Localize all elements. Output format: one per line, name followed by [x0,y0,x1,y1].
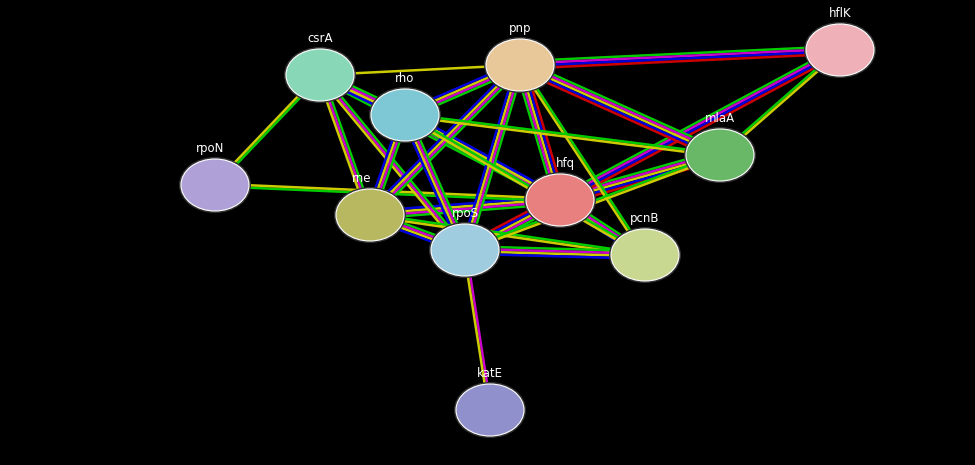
Text: hflK: hflK [829,7,851,20]
Ellipse shape [804,22,876,78]
Ellipse shape [456,384,524,436]
Ellipse shape [609,227,681,283]
Text: rpoN: rpoN [196,142,224,155]
Ellipse shape [524,172,596,228]
Ellipse shape [371,89,439,141]
Ellipse shape [484,37,556,93]
Ellipse shape [284,47,356,103]
Ellipse shape [684,127,756,183]
Text: rne: rne [352,172,371,185]
Ellipse shape [611,229,679,281]
Text: katE: katE [477,367,503,380]
Ellipse shape [334,187,406,243]
Ellipse shape [429,222,501,278]
Ellipse shape [454,382,526,438]
Text: pcnB: pcnB [630,212,660,225]
Text: hfq: hfq [556,157,574,170]
Text: pnp: pnp [509,22,531,35]
Text: rho: rho [395,72,414,85]
Ellipse shape [686,129,754,181]
Ellipse shape [369,87,441,143]
Text: mlaA: mlaA [705,112,735,125]
Ellipse shape [431,224,499,276]
Ellipse shape [181,159,249,211]
Ellipse shape [179,157,251,213]
Ellipse shape [526,174,594,226]
Ellipse shape [486,39,554,91]
Ellipse shape [286,49,354,101]
Text: rpoS: rpoS [451,207,479,220]
Text: csrA: csrA [307,32,332,45]
Ellipse shape [336,189,404,241]
Ellipse shape [806,24,874,76]
